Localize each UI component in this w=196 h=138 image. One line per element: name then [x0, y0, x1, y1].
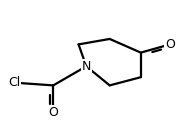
Text: O: O	[48, 106, 58, 119]
Text: Cl: Cl	[8, 76, 20, 89]
Text: N: N	[82, 60, 91, 73]
Text: O: O	[165, 38, 175, 51]
